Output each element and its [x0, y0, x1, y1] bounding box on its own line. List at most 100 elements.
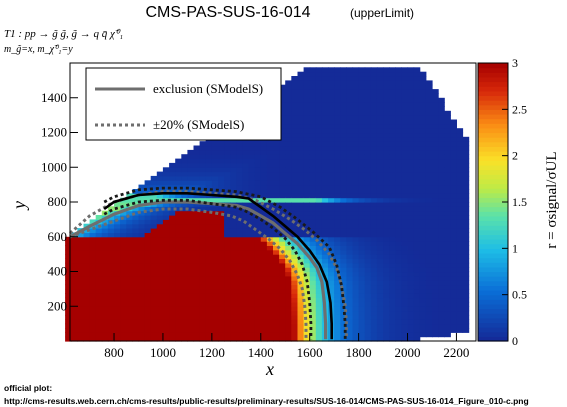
heatmap-cell: [413, 297, 421, 303]
color-scale: 00.511.522.53: [477, 56, 527, 348]
heatmap-cell: [291, 254, 298, 259]
heatmap-cell: [358, 141, 366, 147]
heatmap-cell: [126, 228, 133, 233]
heatmap-cell: [297, 154, 305, 160]
heatmap-cell: [358, 106, 366, 112]
color-scale-segment: [478, 271, 508, 277]
mass-definition: m_g̃=x, m_χ̃⁰₁=y: [4, 44, 73, 55]
heatmap-cell: [432, 171, 439, 177]
heatmap-cell: [230, 336, 237, 342]
heatmap-cell: [383, 106, 390, 112]
heatmap-cell: [150, 215, 158, 220]
heatmap-cell: [315, 189, 323, 194]
heatmap-cell: [205, 328, 213, 333]
color-scale-segment: [478, 146, 508, 152]
heatmap-cell: [187, 202, 195, 207]
heatmap-cell: [413, 167, 421, 173]
heatmap-cell: [376, 215, 384, 220]
heatmap-cell: [456, 280, 464, 286]
heatmap-cell: [199, 275, 207, 281]
heatmap-cell: [364, 306, 372, 312]
heatmap-cell: [462, 306, 470, 312]
heatmap-cell: [315, 210, 323, 216]
heatmap-cell: [413, 280, 421, 286]
heatmap-cell: [95, 258, 103, 264]
heatmap-cell: [376, 189, 384, 194]
heatmap-cell: [114, 215, 121, 220]
heatmap-cell: [236, 306, 243, 312]
heatmap-cell: [389, 149, 396, 155]
heatmap-cell: [101, 245, 109, 251]
heatmap-cell: [279, 180, 286, 186]
heatmap-cell: [407, 80, 415, 86]
heatmap-cell: [395, 236, 402, 242]
heatmap-cell: [248, 206, 256, 212]
heatmap-cell: [370, 288, 378, 294]
heatmap-cell: [370, 171, 378, 177]
heatmap-cell: [444, 293, 451, 299]
heatmap-cell: [181, 206, 188, 212]
heatmap-cell: [389, 132, 396, 138]
heatmap-cell: [260, 332, 268, 338]
heatmap-cell: [291, 80, 298, 86]
heatmap-cell: [193, 267, 201, 273]
heatmap-cell: [315, 102, 323, 107]
heatmap-cell: [407, 132, 415, 138]
heatmap-cell: [389, 167, 396, 173]
heatmap-cell: [444, 119, 451, 125]
heatmap-cell: [358, 258, 366, 264]
heatmap-cell: [383, 110, 390, 116]
heatmap-cell: [352, 110, 360, 116]
heatmap-cell: [309, 223, 317, 229]
heatmap-cell: [376, 106, 384, 112]
heatmap-cell: [456, 297, 464, 303]
heatmap-cell: [144, 267, 152, 273]
heatmap-cell: [107, 254, 115, 259]
heatmap-cell: [224, 232, 231, 238]
heatmap-cell: [285, 306, 292, 312]
heatmap-cell: [254, 249, 262, 255]
heatmap-cell: [266, 171, 274, 177]
heatmap-cell: [199, 332, 207, 338]
heatmap-cell: [132, 197, 140, 203]
heatmap-cell: [126, 297, 133, 303]
heatmap-cell: [291, 110, 298, 116]
heatmap-cell: [444, 284, 451, 290]
heatmap-cell: [89, 288, 97, 294]
heatmap-cell: [266, 141, 274, 147]
heatmap-cell: [340, 115, 347, 120]
heatmap-cell: [450, 245, 457, 251]
heatmap-cell: [273, 193, 280, 199]
heatmap-cell: [321, 154, 329, 160]
heatmap-cell: [285, 193, 292, 199]
heatmap-cell: [364, 258, 372, 264]
heatmap-cell: [71, 245, 78, 251]
heatmap-cell: [248, 175, 256, 181]
heatmap-cell: [352, 115, 360, 120]
heatmap-cell: [254, 167, 262, 173]
heatmap-cell: [107, 236, 115, 242]
heatmap-cell: [279, 310, 286, 316]
heatmap-cell: [77, 306, 84, 312]
heatmap-cell: [383, 210, 390, 216]
heatmap-cell: [175, 280, 182, 286]
footer-url[interactable]: http://cms-results.web.cern.ch/cms-resul…: [4, 396, 529, 406]
heatmap-cell: [419, 167, 427, 173]
heatmap-cell: [132, 301, 140, 307]
heatmap-cell: [334, 128, 341, 134]
heatmap-cell: [358, 301, 366, 307]
heatmap-cell: [456, 267, 464, 273]
heatmap-cell: [273, 206, 280, 212]
heatmap-cell: [364, 314, 372, 320]
heatmap-cell: [450, 241, 457, 246]
heatmap-cell: [187, 184, 195, 190]
heatmap-cell: [401, 119, 409, 125]
heatmap-cell: [279, 245, 286, 251]
heatmap-cell: [309, 228, 317, 233]
heatmap-cell: [309, 314, 317, 320]
heatmap-cell: [456, 175, 464, 181]
heatmap-cell: [438, 171, 445, 177]
heatmap-cell: [315, 323, 323, 329]
heatmap-cell: [462, 267, 470, 273]
heatmap-cell: [340, 328, 347, 333]
